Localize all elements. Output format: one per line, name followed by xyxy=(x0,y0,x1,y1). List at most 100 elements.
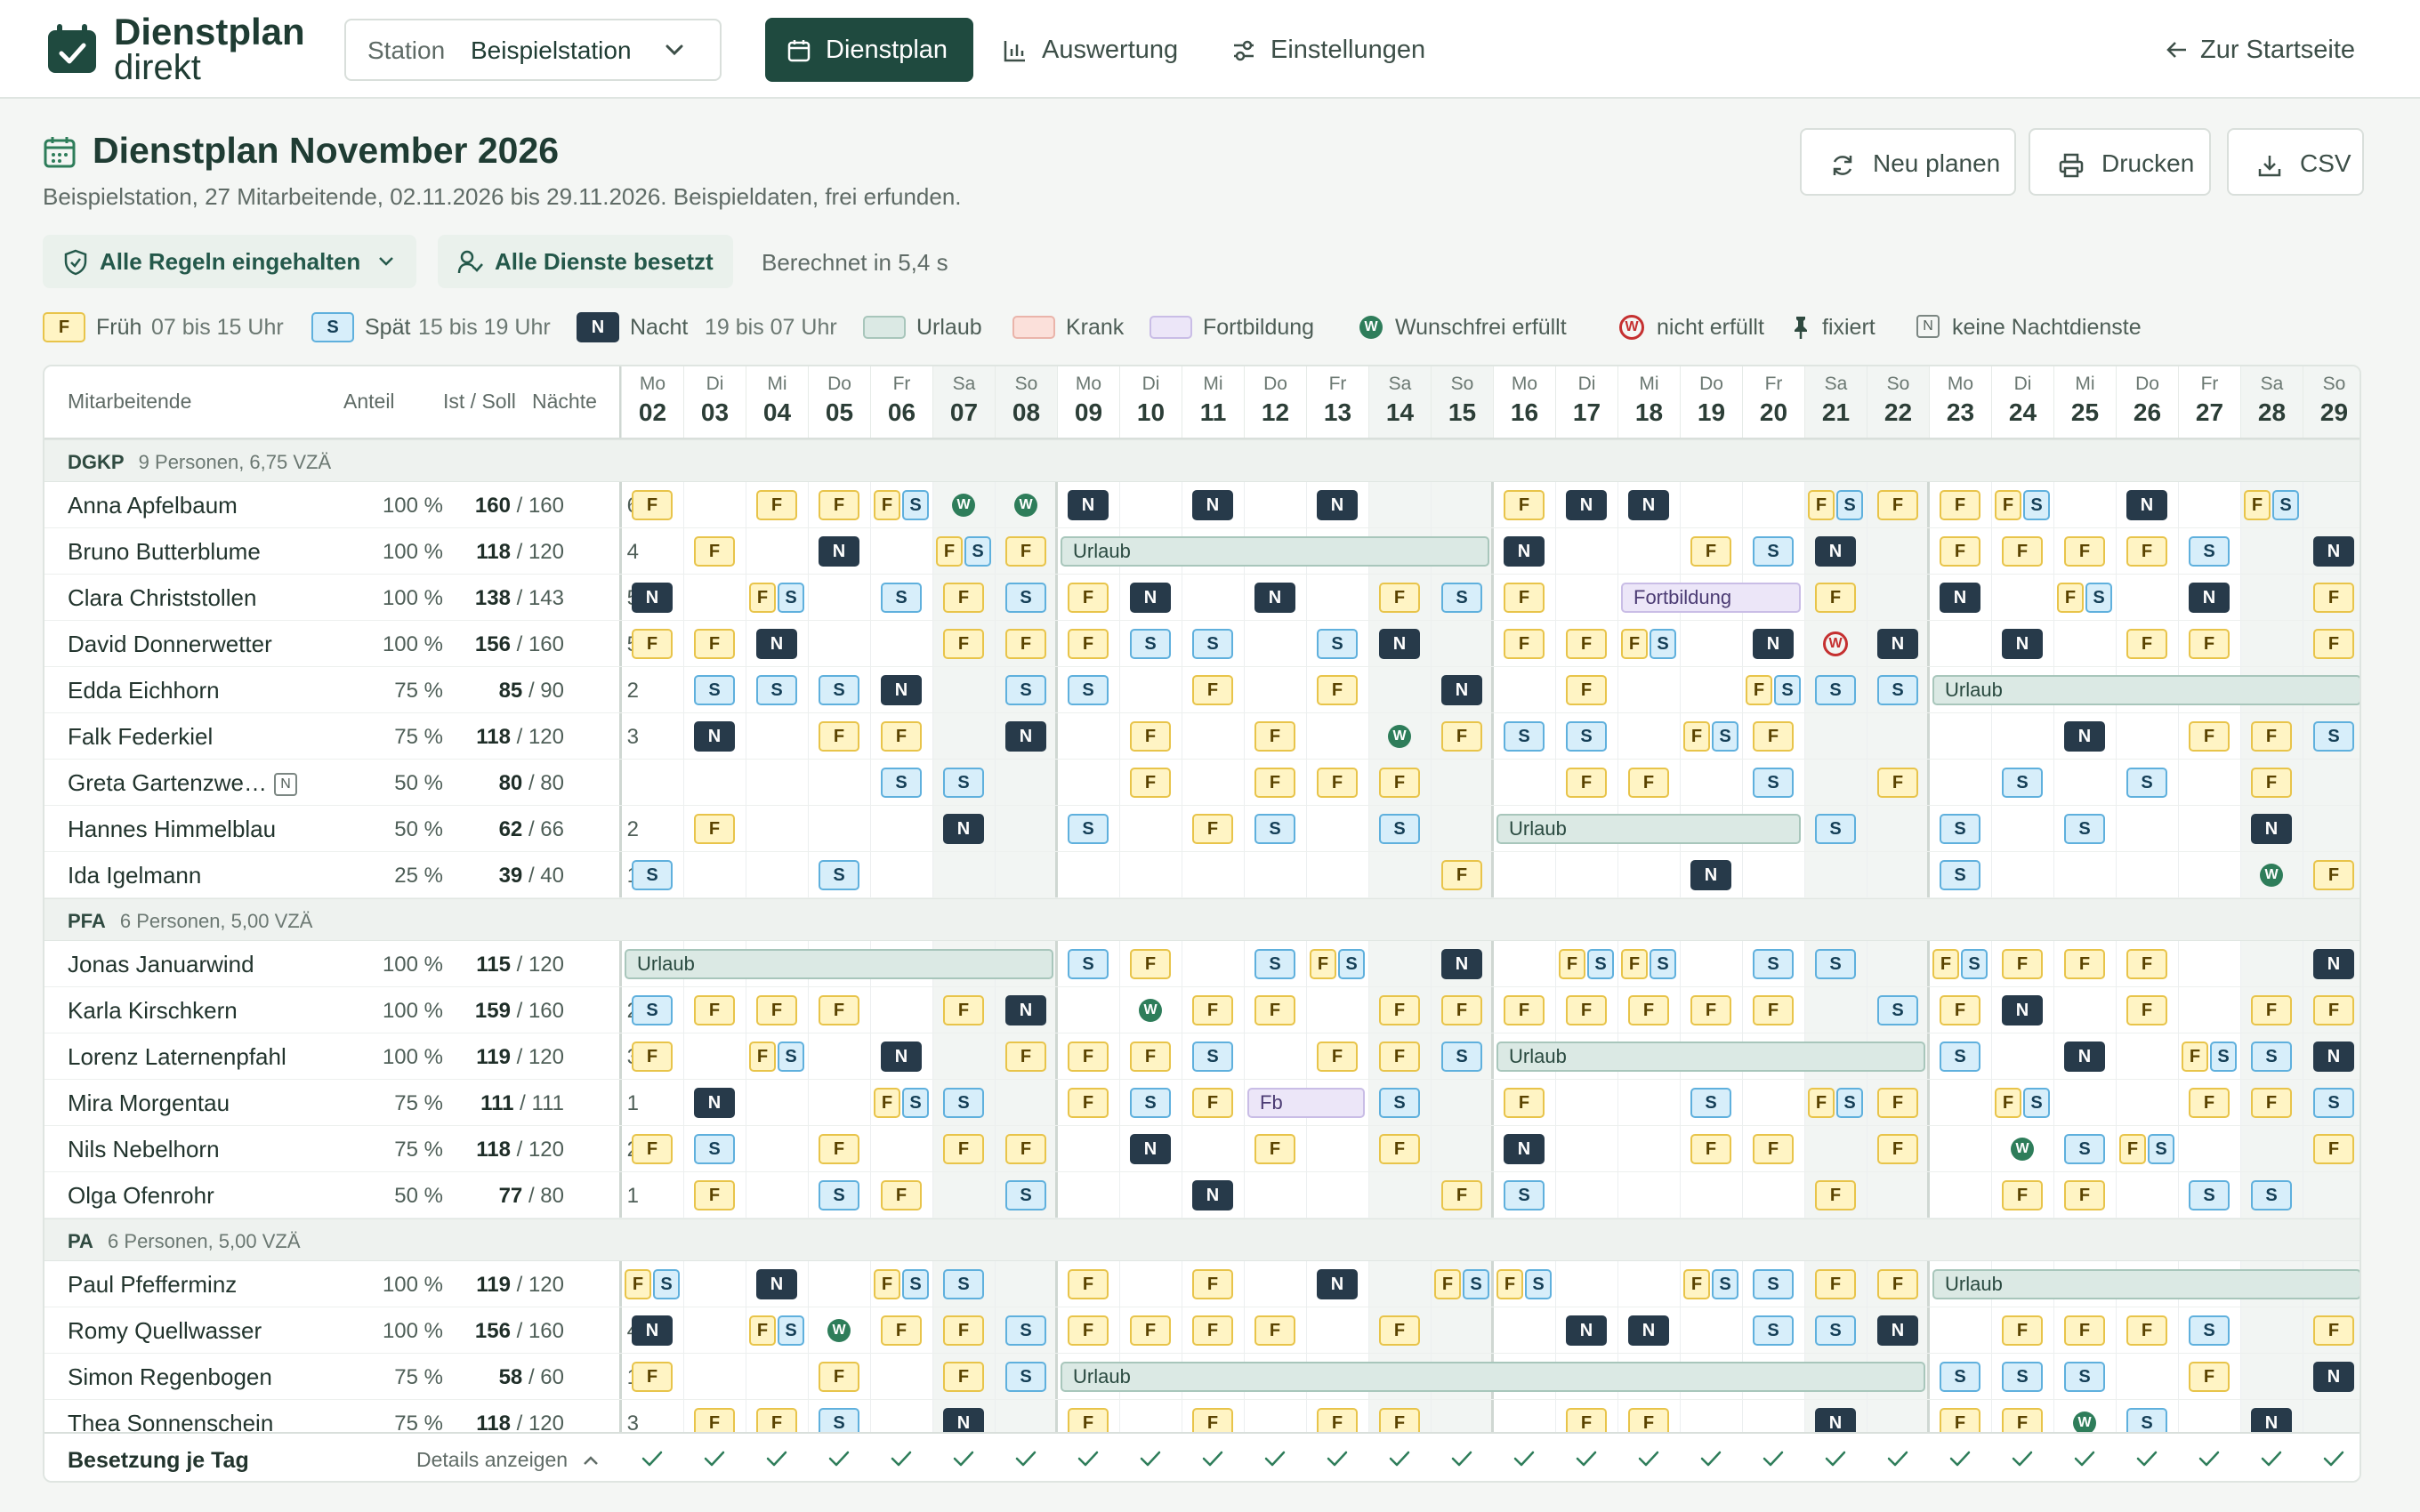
shift-late[interactable]: S xyxy=(1690,1088,1731,1118)
shift-early[interactable]: F xyxy=(1621,629,1648,659)
shift-early[interactable]: F xyxy=(749,1042,776,1072)
shift-early[interactable]: F xyxy=(2313,583,2354,613)
shift-early[interactable]: F xyxy=(756,995,797,1025)
shift-night[interactable]: N xyxy=(1254,583,1295,613)
shift-late[interactable]: S xyxy=(1815,949,1856,979)
shift-late[interactable]: S xyxy=(1712,1269,1738,1299)
shift-early[interactable]: F xyxy=(2313,860,2354,890)
shift-late[interactable]: S xyxy=(1774,675,1801,705)
shift-early[interactable]: F xyxy=(1877,1134,1918,1164)
shift-early[interactable]: F xyxy=(2126,995,2167,1025)
station-select[interactable]: Station Beispielstation xyxy=(344,19,722,81)
shift-early[interactable]: F xyxy=(1192,1269,1233,1299)
shift-late[interactable]: S xyxy=(2251,1042,2292,1072)
shift-early[interactable]: F xyxy=(1940,536,1980,567)
shift-night[interactable]: N xyxy=(2251,814,2292,844)
shift-early[interactable]: F xyxy=(2002,536,2043,567)
shift-early[interactable]: F xyxy=(1254,1134,1295,1164)
shift-early[interactable]: F xyxy=(2002,1180,2043,1210)
shift-late[interactable]: S xyxy=(1005,675,1046,705)
shift-late[interactable]: S xyxy=(2189,536,2230,567)
shift-early[interactable]: F xyxy=(1753,1134,1794,1164)
shift-early[interactable]: F xyxy=(1504,583,1545,613)
wish-ok-icon[interactable]: W xyxy=(1388,725,1411,748)
employee-name[interactable]: Greta Gartenzwe… N xyxy=(68,769,297,797)
wish-fail-icon[interactable]: W xyxy=(1823,631,1848,656)
shift-early[interactable]: F xyxy=(1690,1134,1731,1164)
shift-early[interactable]: F xyxy=(749,1315,776,1346)
shift-night[interactable]: N xyxy=(1753,629,1794,659)
shift-early[interactable]: F xyxy=(632,1042,673,1072)
shift-early[interactable]: F xyxy=(2251,768,2292,798)
shift-early[interactable]: F xyxy=(1753,721,1794,752)
shift-early[interactable]: F xyxy=(1441,721,1482,752)
shift-night[interactable]: N xyxy=(1317,490,1358,520)
shift-night[interactable]: N xyxy=(632,583,673,613)
shift-early[interactable]: F xyxy=(1379,1134,1420,1164)
shift-early[interactable]: F xyxy=(632,1134,673,1164)
shift-late[interactable]: S xyxy=(1317,629,1358,659)
shift-early[interactable]: F xyxy=(756,490,797,520)
shift-late[interactable]: S xyxy=(2126,768,2167,798)
vacation-bar[interactable]: Urlaub xyxy=(1061,1362,1925,1392)
shift-early[interactable]: F xyxy=(2189,721,2230,752)
shift-early[interactable]: F xyxy=(1441,995,1482,1025)
shift-late[interactable]: S xyxy=(1254,814,1295,844)
vacation-bar[interactable]: Urlaub xyxy=(625,949,1053,979)
training-bar[interactable]: Fortbildung xyxy=(1621,583,1801,613)
shift-late[interactable]: S xyxy=(1338,949,1365,979)
shift-early[interactable]: F xyxy=(936,536,963,567)
shift-night[interactable]: N xyxy=(1192,1180,1233,1210)
shift-early[interactable]: F xyxy=(1192,814,1233,844)
shift-late[interactable]: S xyxy=(1815,1315,1856,1346)
shift-late[interactable]: S xyxy=(1068,814,1109,844)
shift-late[interactable]: S xyxy=(1566,721,1607,752)
shift-early[interactable]: F xyxy=(1628,995,1669,1025)
shift-late[interactable]: S xyxy=(943,1269,984,1299)
shift-late[interactable]: S xyxy=(1441,1042,1482,1072)
shift-early[interactable]: F xyxy=(1995,490,2021,520)
shift-early[interactable]: F xyxy=(1504,629,1545,659)
shift-late[interactable]: S xyxy=(1836,1088,1863,1118)
shift-late[interactable]: S xyxy=(778,1315,804,1346)
shift-night[interactable]: N xyxy=(2313,1042,2354,1072)
shift-late[interactable]: S xyxy=(943,1088,984,1118)
shift-late[interactable]: S xyxy=(1940,1042,1980,1072)
shift-early[interactable]: F xyxy=(1566,629,1607,659)
shift-early[interactable]: F xyxy=(1379,583,1420,613)
shift-early[interactable]: F xyxy=(943,995,984,1025)
shift-late[interactable]: S xyxy=(2313,721,2354,752)
vacation-bar[interactable]: Urlaub xyxy=(1496,1042,1925,1072)
shift-night[interactable]: N xyxy=(632,1315,673,1346)
shift-early[interactable]: F xyxy=(1753,995,1794,1025)
shift-late[interactable]: S xyxy=(2251,1180,2292,1210)
shift-night[interactable]: N xyxy=(1068,490,1109,520)
shift-night[interactable]: N xyxy=(1690,860,1731,890)
training-bar[interactable]: Fb xyxy=(1247,1088,1365,1118)
shift-early[interactable]: F xyxy=(1379,1042,1420,1072)
shift-early[interactable]: F xyxy=(819,490,859,520)
shift-late[interactable]: S xyxy=(2064,1362,2105,1392)
shift-late[interactable]: S xyxy=(881,768,922,798)
shift-night[interactable]: N xyxy=(1317,1269,1358,1299)
shift-night[interactable]: N xyxy=(1130,583,1171,613)
wish-ok-icon[interactable]: W xyxy=(2011,1138,2034,1161)
shift-late[interactable]: S xyxy=(1815,814,1856,844)
shift-late[interactable]: S xyxy=(2002,1362,2043,1392)
shift-late[interactable]: S xyxy=(1753,1269,1794,1299)
shift-late[interactable]: S xyxy=(632,860,673,890)
shift-early[interactable]: F xyxy=(1808,490,1835,520)
shift-night[interactable]: N xyxy=(943,814,984,844)
shift-early[interactable]: F xyxy=(943,1134,984,1164)
shift-early[interactable]: F xyxy=(2126,1315,2167,1346)
shift-early[interactable]: F xyxy=(1877,1269,1918,1299)
shift-late[interactable]: S xyxy=(1836,490,1863,520)
shift-early[interactable]: F xyxy=(1068,583,1109,613)
shift-late[interactable]: S xyxy=(1753,949,1794,979)
shift-early[interactable]: F xyxy=(2189,629,2230,659)
shift-early[interactable]: F xyxy=(1068,1088,1109,1118)
shift-early[interactable]: F xyxy=(2126,536,2167,567)
vacation-bar[interactable]: Urlaub xyxy=(1496,814,1801,844)
shift-early[interactable]: F xyxy=(1192,995,1233,1025)
shift-early[interactable]: F xyxy=(1746,675,1772,705)
